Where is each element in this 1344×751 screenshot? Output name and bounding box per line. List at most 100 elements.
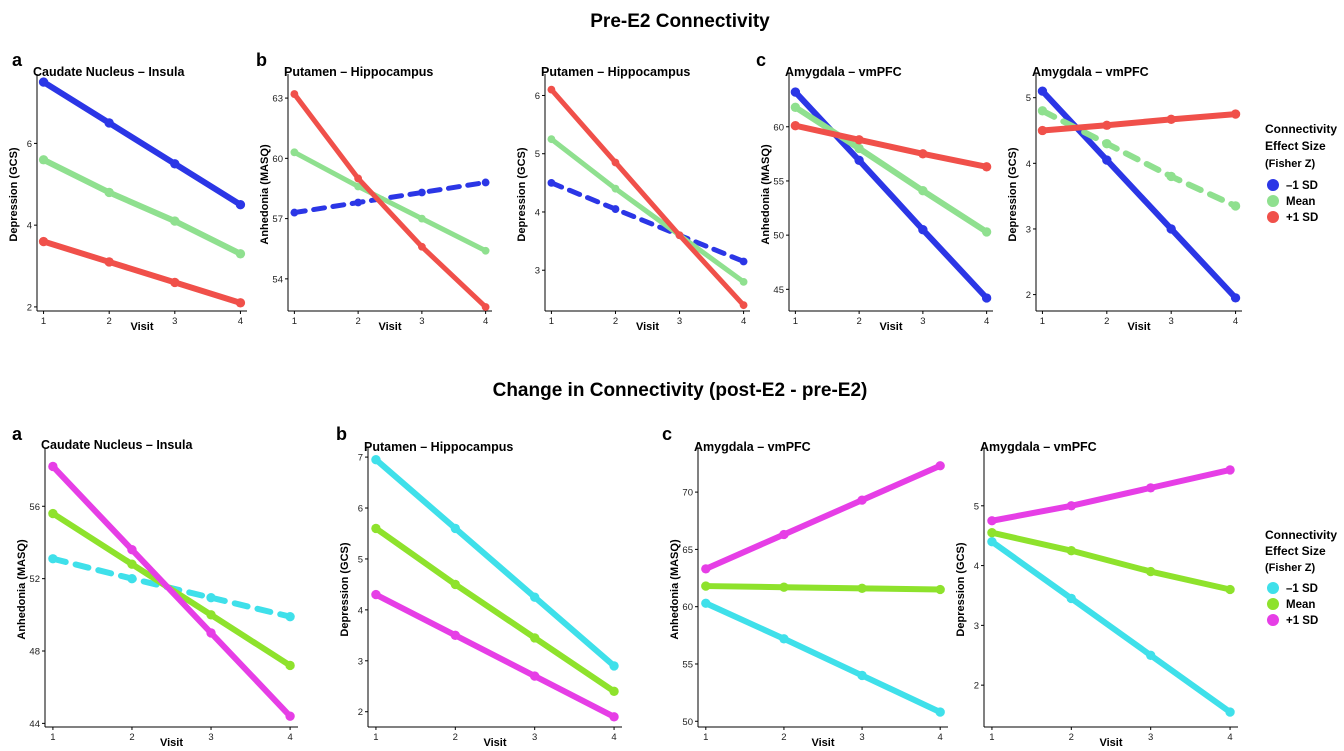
series-line: [40, 156, 244, 257]
series-line: [49, 463, 294, 720]
data-point: [417, 242, 426, 251]
y-tick-label: 52: [29, 574, 40, 585]
x-tick-label: 4: [238, 316, 243, 327]
data-point: [739, 277, 748, 286]
data-point: [104, 118, 114, 128]
data-point: [285, 711, 295, 721]
data-point: [48, 554, 58, 564]
data-point: [987, 516, 997, 526]
legend-top-label: Mean: [1286, 196, 1315, 208]
data-point: [127, 545, 137, 555]
legend-bottom: Connectivity Effect Size (Fisher Z) –1 S…: [1265, 528, 1337, 627]
x-tick-label: 1: [989, 732, 994, 743]
x-tick-label: 3: [859, 732, 864, 743]
x-tick-label: 3: [1148, 732, 1153, 743]
y-tick-label: 60: [682, 602, 693, 613]
data-point: [1037, 86, 1048, 96]
series-line: [291, 179, 489, 216]
data-point: [1066, 545, 1076, 556]
data-point: [1166, 114, 1176, 125]
data-point: [857, 583, 867, 594]
legend-bottom-title-line-3: (Fisher Z): [1265, 562, 1315, 574]
data-point: [918, 225, 928, 235]
data-point: [104, 257, 114, 267]
top-panel-letter-a: a: [12, 50, 23, 70]
data-point: [38, 155, 49, 165]
y-axis-label: Anhedonia (MASQ): [16, 539, 28, 640]
data-point: [1102, 120, 1112, 130]
data-point: [1146, 650, 1156, 660]
legend-bottom-label: Mean: [1286, 599, 1315, 611]
y-tick-label: 4: [1026, 159, 1031, 170]
series-line: [988, 538, 1234, 716]
chart-7: Putamen – Hippocampus 2 3 4 5 6 7 1 2 3 4 Visit Depr…: [339, 440, 622, 749]
y-axis-label: Depression (GCS): [339, 542, 351, 636]
data-point: [857, 670, 867, 681]
legend-top: Connectivity Effect Size (Fisher Z) –1 S…: [1265, 122, 1337, 224]
top-panel-letter-b: b: [256, 50, 267, 70]
chart-8: Amygdala – vmPFC 50 55 60 65 70 1 2 3 4 Visit Anhed…: [669, 440, 948, 749]
x-axis-label: Visit: [636, 321, 659, 333]
data-point: [371, 589, 381, 600]
data-point: [285, 611, 295, 622]
legend-top-title-line-3: (Fisher Z): [1265, 158, 1315, 170]
data-point: [285, 660, 295, 671]
y-tick-label: 44: [29, 719, 40, 730]
data-point: [354, 182, 363, 191]
x-axis-label: Visit: [378, 321, 401, 333]
data-point: [48, 508, 58, 519]
y-tick-label: 4: [27, 221, 32, 232]
x-axis-label: Visit: [160, 737, 183, 749]
x-tick-label: 4: [483, 316, 488, 327]
data-point: [609, 661, 619, 671]
y-tick-label: 4: [974, 561, 979, 572]
chart-title: Putamen – Hippocampus: [284, 65, 433, 79]
chart-title: Caudate Nucleus – Insula: [41, 438, 193, 452]
series-line: [291, 91, 489, 310]
series-line: [372, 525, 618, 695]
y-tick-label: 2: [27, 302, 32, 313]
data-point: [104, 187, 114, 198]
y-axis-label: Anhedonia (MASQ): [669, 539, 681, 640]
data-point: [371, 454, 381, 465]
chart-5: Amygdala – vmPFC 2 3 4 5 1 2 3 4 Visit Depression …: [1007, 65, 1242, 333]
data-point: [206, 592, 216, 603]
data-point: [530, 633, 540, 643]
series-line: [548, 136, 747, 285]
y-tick-label: 5: [1026, 93, 1031, 104]
x-tick-label: 3: [172, 316, 177, 327]
data-point: [170, 159, 180, 169]
data-point: [547, 178, 556, 187]
series-line: [702, 583, 944, 593]
data-point: [1166, 171, 1176, 182]
y-axis-label: Anhedonia (MASQ): [760, 144, 772, 245]
data-point: [1166, 224, 1176, 234]
x-tick-label: 1: [292, 316, 297, 327]
legend-top-title-line-1: Connectivity: [1265, 122, 1337, 136]
bottom-panel-letter-b: b: [336, 424, 347, 444]
y-tick-label: 7: [358, 453, 363, 464]
y-axis-label: Depression (GCS): [8, 147, 20, 241]
data-point: [290, 208, 299, 217]
chart-title: Caudate Nucleus – Insula: [33, 65, 185, 79]
series-line: [988, 529, 1234, 593]
series-line: [548, 87, 747, 308]
data-point: [290, 90, 299, 98]
data-point: [481, 178, 490, 187]
x-tick-label: 2: [453, 732, 458, 743]
chart-6: Caudate Nucleus – Insula 44 48 52 56 1 2 3 4 Visi…: [16, 438, 298, 749]
data-point: [127, 559, 137, 569]
data-point: [981, 162, 992, 172]
data-point: [981, 293, 992, 303]
x-tick-label: 2: [355, 316, 360, 327]
data-point: [1102, 138, 1112, 149]
legend-bottom-title-line-1: Connectivity: [1265, 528, 1337, 542]
x-tick-label: 4: [741, 316, 746, 327]
series-line: [548, 180, 747, 264]
x-tick-label: 4: [1233, 316, 1238, 327]
x-tick-label: 2: [107, 316, 112, 327]
data-point: [1102, 155, 1112, 165]
x-tick-label: 2: [129, 732, 134, 743]
y-tick-label: 50: [773, 231, 784, 242]
y-tick-label: 70: [682, 488, 693, 499]
